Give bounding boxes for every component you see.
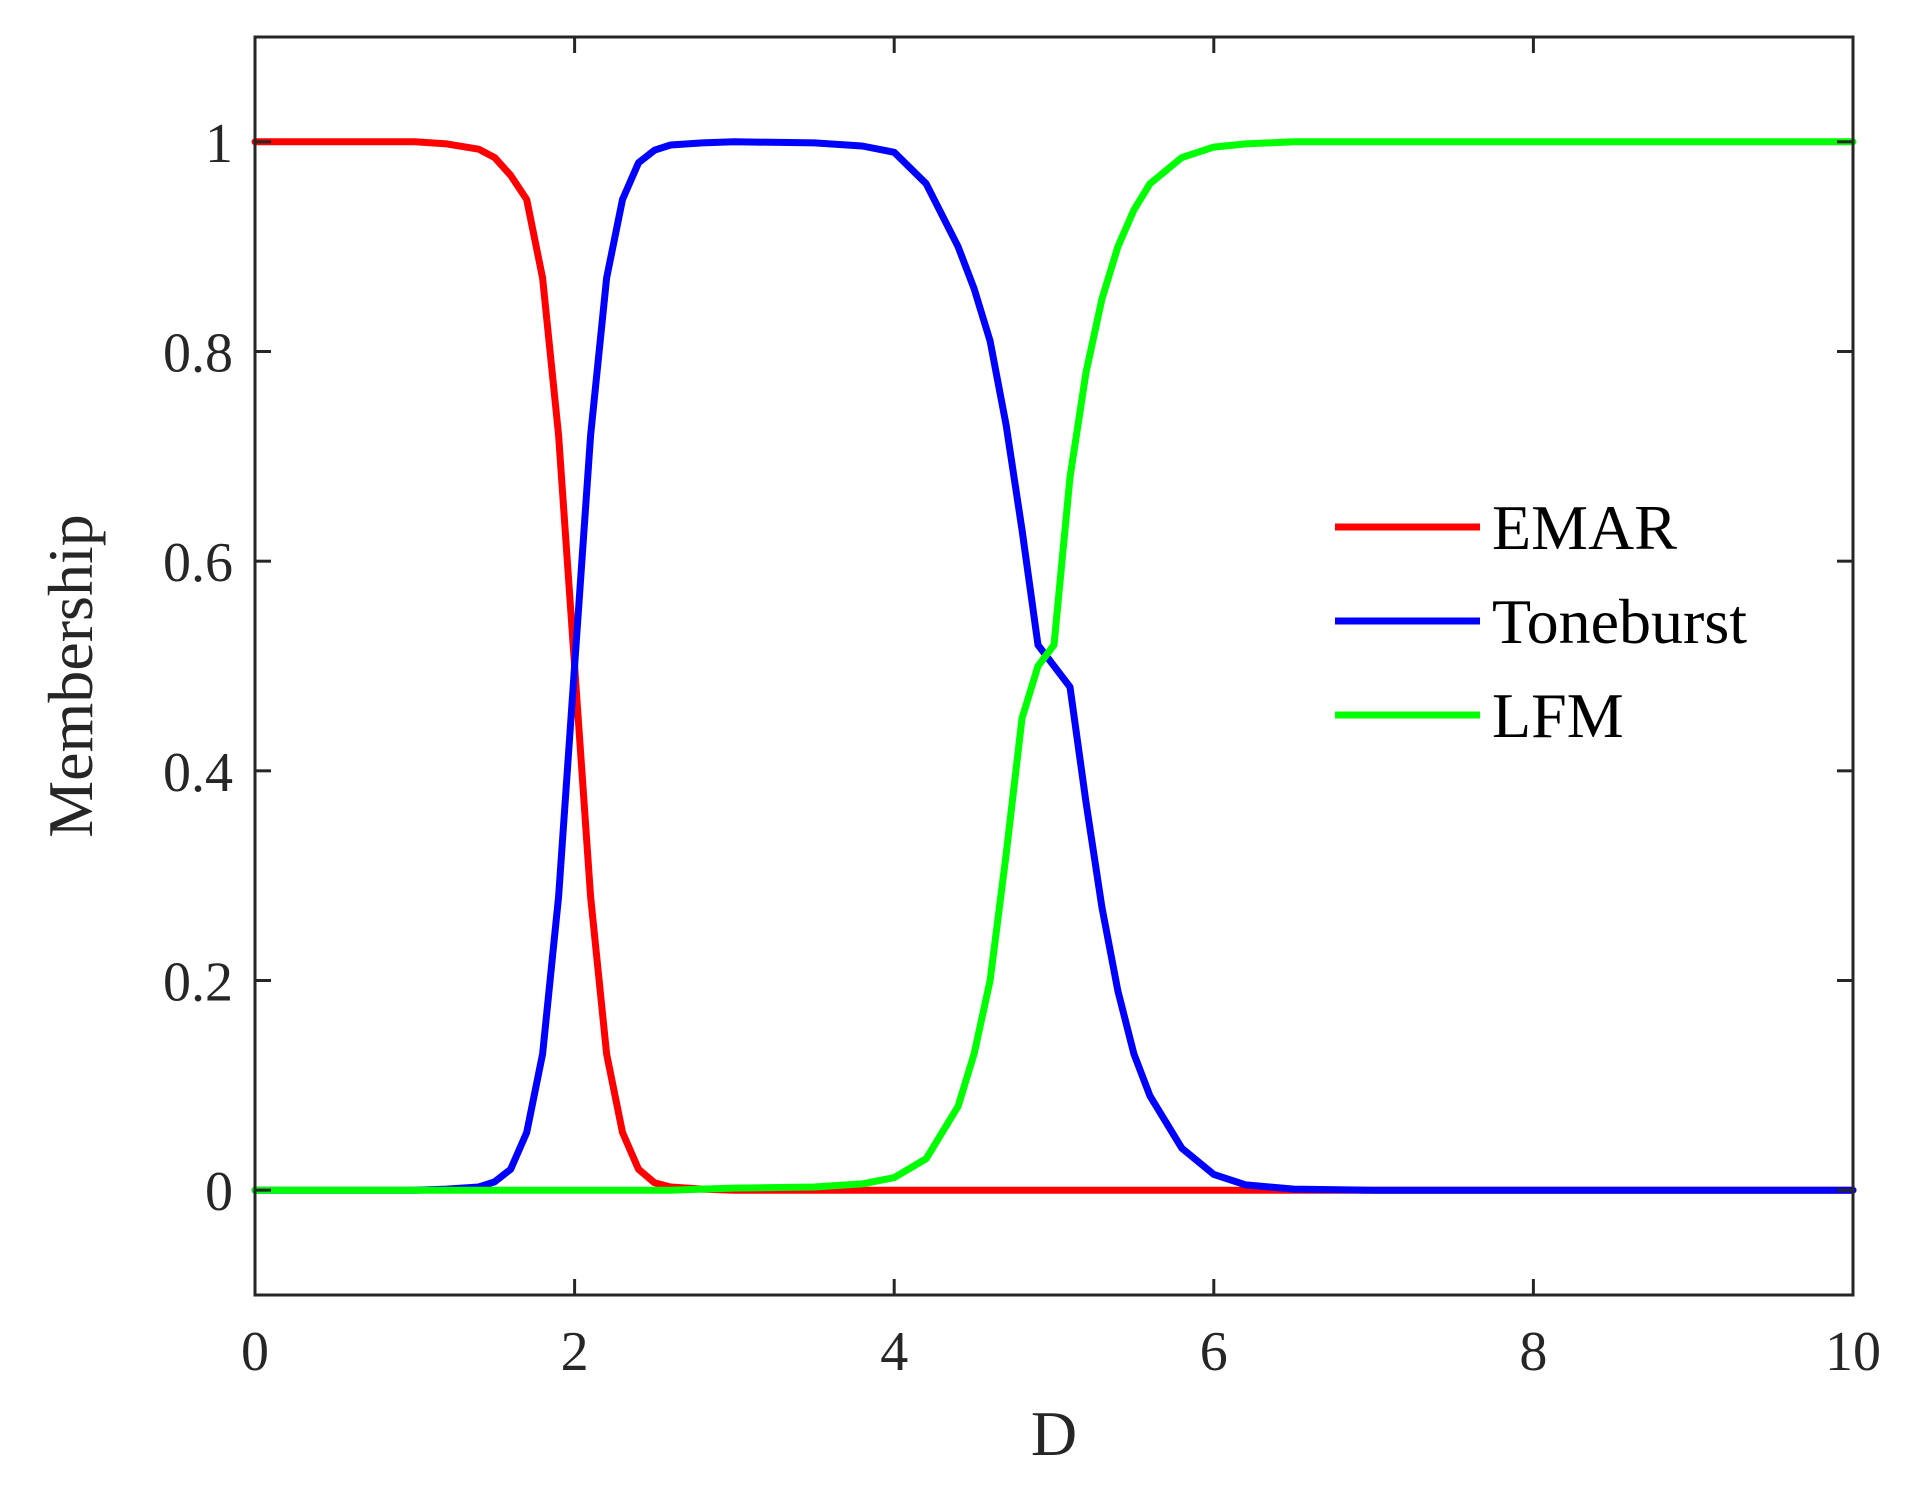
x-tick-label: 0 — [241, 1321, 269, 1383]
y-axis-label: Membership — [35, 514, 106, 838]
legend: EMAR Toneburst LFM — [1335, 492, 1747, 751]
x-tick-label: 4 — [880, 1321, 908, 1383]
x-tick-label: 10 — [1825, 1321, 1881, 1383]
legend-item-emar: EMAR — [1335, 492, 1677, 563]
x-tick-label: 6 — [1200, 1321, 1228, 1383]
y-tick-label: 0 — [205, 1161, 233, 1223]
series-line-emar — [251, 138, 1857, 1194]
ticks: 0 2 4 6 8 10 0 0.2 0.4 0.6 0.8 1 — [163, 37, 1881, 1383]
x-axis-label: D — [1031, 1398, 1077, 1469]
legend-item-lfm: LFM — [1335, 680, 1624, 751]
y-tick-label: 1 — [205, 113, 233, 175]
legend-label: LFM — [1492, 680, 1624, 751]
series-line-toneburst — [251, 138, 1857, 1194]
legend-item-toneburst: Toneburst — [1335, 586, 1747, 657]
plot-lines — [251, 138, 1857, 1194]
x-tick-label: 8 — [1519, 1321, 1547, 1383]
x-tick-label: 2 — [561, 1321, 589, 1383]
axes-box — [253, 35, 1855, 1297]
legend-label: Toneburst — [1492, 586, 1747, 657]
y-tick-label: 0.6 — [163, 532, 233, 594]
legend-label: EMAR — [1492, 492, 1677, 563]
y-tick-label: 0.8 — [163, 323, 233, 385]
y-tick-label: 0.4 — [163, 742, 233, 804]
y-tick-label: 0.2 — [163, 952, 233, 1014]
series-line-lfm — [251, 138, 1857, 1194]
